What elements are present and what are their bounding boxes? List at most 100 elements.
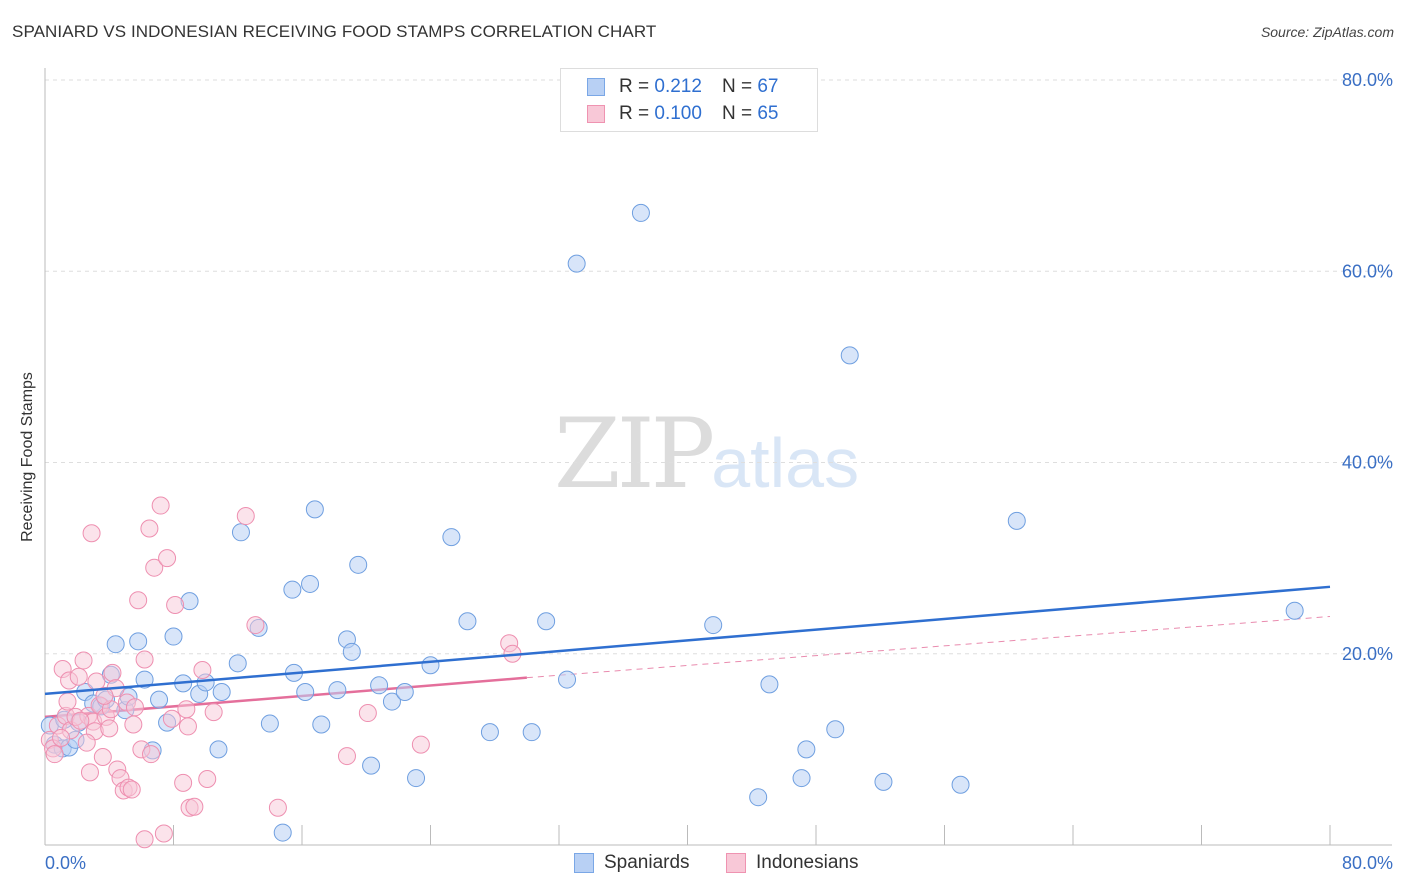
indonesians-point (95, 686, 114, 705)
indonesians-point (58, 692, 77, 711)
indonesians-trend-extension (526, 615, 1331, 679)
legend-row-indonesians: R = 0.100 N = 65 (587, 102, 778, 126)
spaniards-point (283, 580, 302, 599)
spaniards-point (567, 254, 586, 273)
source-credit: Source: ZipAtlas.com (1260, 24, 1394, 40)
y-tick-label: 40.0% (1342, 453, 1393, 473)
spaniards-point (296, 683, 315, 701)
indonesians-point (174, 773, 193, 792)
spaniards-point (840, 346, 859, 365)
spaniards-point (1007, 511, 1026, 530)
spaniards-point (301, 574, 320, 593)
spaniards-point (273, 823, 292, 842)
tick-labels: 20.0% 40.0% 60.0% 80.0% 0.0% 80.0% (45, 70, 1393, 873)
spaniards-point (421, 656, 440, 675)
indonesians-point (151, 496, 170, 515)
indonesians-point (236, 507, 255, 526)
indonesians-point (135, 650, 154, 669)
indonesians-point (103, 663, 122, 682)
indonesians-point (71, 711, 90, 730)
spaniards-point (228, 654, 247, 673)
spaniards-point (522, 723, 541, 742)
legend-indonesians[interactable]: Indonesians (726, 852, 858, 874)
indonesians-point (162, 709, 181, 728)
axes (44, 68, 1392, 846)
y-tick-label: 80.0% (1342, 70, 1393, 90)
legend-spaniards-label: Spaniards (604, 852, 690, 873)
spaniards-point (792, 769, 811, 788)
indonesians-swatch (587, 105, 605, 123)
indonesians-point (122, 780, 141, 799)
indonesians-point (154, 824, 173, 843)
indonesians-point (45, 745, 64, 764)
indonesians-point (82, 524, 101, 543)
indonesians-point (93, 748, 112, 767)
indonesians-point (193, 661, 212, 680)
spaniards-points (40, 203, 1304, 842)
n-label: N = (721, 76, 753, 97)
indonesians-point (185, 797, 204, 816)
spaniards-swatch (574, 853, 594, 873)
spaniards-trend-line (44, 585, 1331, 696)
spaniards-point (349, 555, 368, 574)
indonesians-point (268, 798, 287, 817)
indonesians-point (80, 763, 99, 782)
legend-indonesians-label: Indonesians (756, 852, 859, 873)
spaniards-point (760, 675, 779, 694)
spaniards-point (312, 715, 331, 734)
indonesians-swatch (726, 853, 746, 873)
indonesians-point (129, 591, 148, 610)
correlation-legend: R = 0.212 N = 67 R = 0.100 N = 65 (560, 68, 818, 132)
indonesians-point (246, 616, 265, 635)
spaniards-point (442, 528, 461, 547)
series-legend: Spaniards Indonesians (0, 852, 1406, 878)
indonesians-point (204, 703, 223, 722)
x-tick-label: 0.0% (45, 853, 86, 873)
spaniards-point (129, 632, 148, 651)
spaniards-point (370, 676, 389, 695)
spaniards-point (164, 627, 183, 646)
n-label: N = (721, 103, 753, 124)
indonesians-point (358, 704, 377, 723)
r-label: R = (619, 103, 650, 124)
spaniards-swatch (587, 78, 605, 96)
spaniards-point (458, 612, 477, 631)
indonesians-point (177, 700, 196, 719)
spaniards-point (749, 788, 768, 807)
indonesians-point (124, 715, 143, 734)
legend-row-spaniards: R = 0.212 N = 67 (587, 75, 778, 99)
spaniards-point (797, 740, 816, 759)
spaniards-point (305, 500, 324, 519)
spaniards-point (135, 670, 154, 689)
y-tick-label: 60.0% (1342, 261, 1393, 281)
n-value: 67 (757, 76, 779, 97)
legend-spaniards[interactable]: Spaniards (574, 852, 690, 874)
r-value: 0.100 (654, 103, 702, 124)
indonesians-point (52, 728, 71, 747)
spaniards-point (209, 740, 228, 759)
spaniards-point (382, 692, 401, 711)
spaniards-point (342, 642, 361, 661)
r-value: 0.212 (654, 76, 702, 97)
spaniards-point (480, 723, 499, 742)
spaniards-point (362, 756, 381, 775)
spaniards-point (558, 670, 577, 689)
indonesians-point (166, 595, 185, 614)
chart-title: SPANIARD VS INDONESIAN RECEIVING FOOD ST… (12, 22, 657, 41)
spaniards-point (212, 683, 231, 701)
spaniards-point (826, 720, 845, 739)
spaniards-point (951, 775, 970, 794)
spaniards-point (1285, 601, 1304, 620)
spaniards-point (150, 690, 169, 709)
spaniards-point (407, 769, 426, 788)
indonesians-point (145, 558, 164, 577)
spaniards-point (704, 616, 723, 635)
spaniards-point (231, 523, 250, 542)
indonesians-point (69, 667, 88, 686)
indonesians-point (142, 745, 161, 764)
indonesians-point (337, 747, 356, 766)
indonesians-point (411, 735, 430, 754)
n-value: 65 (757, 103, 779, 124)
watermark-zip: ZIP (554, 398, 715, 510)
